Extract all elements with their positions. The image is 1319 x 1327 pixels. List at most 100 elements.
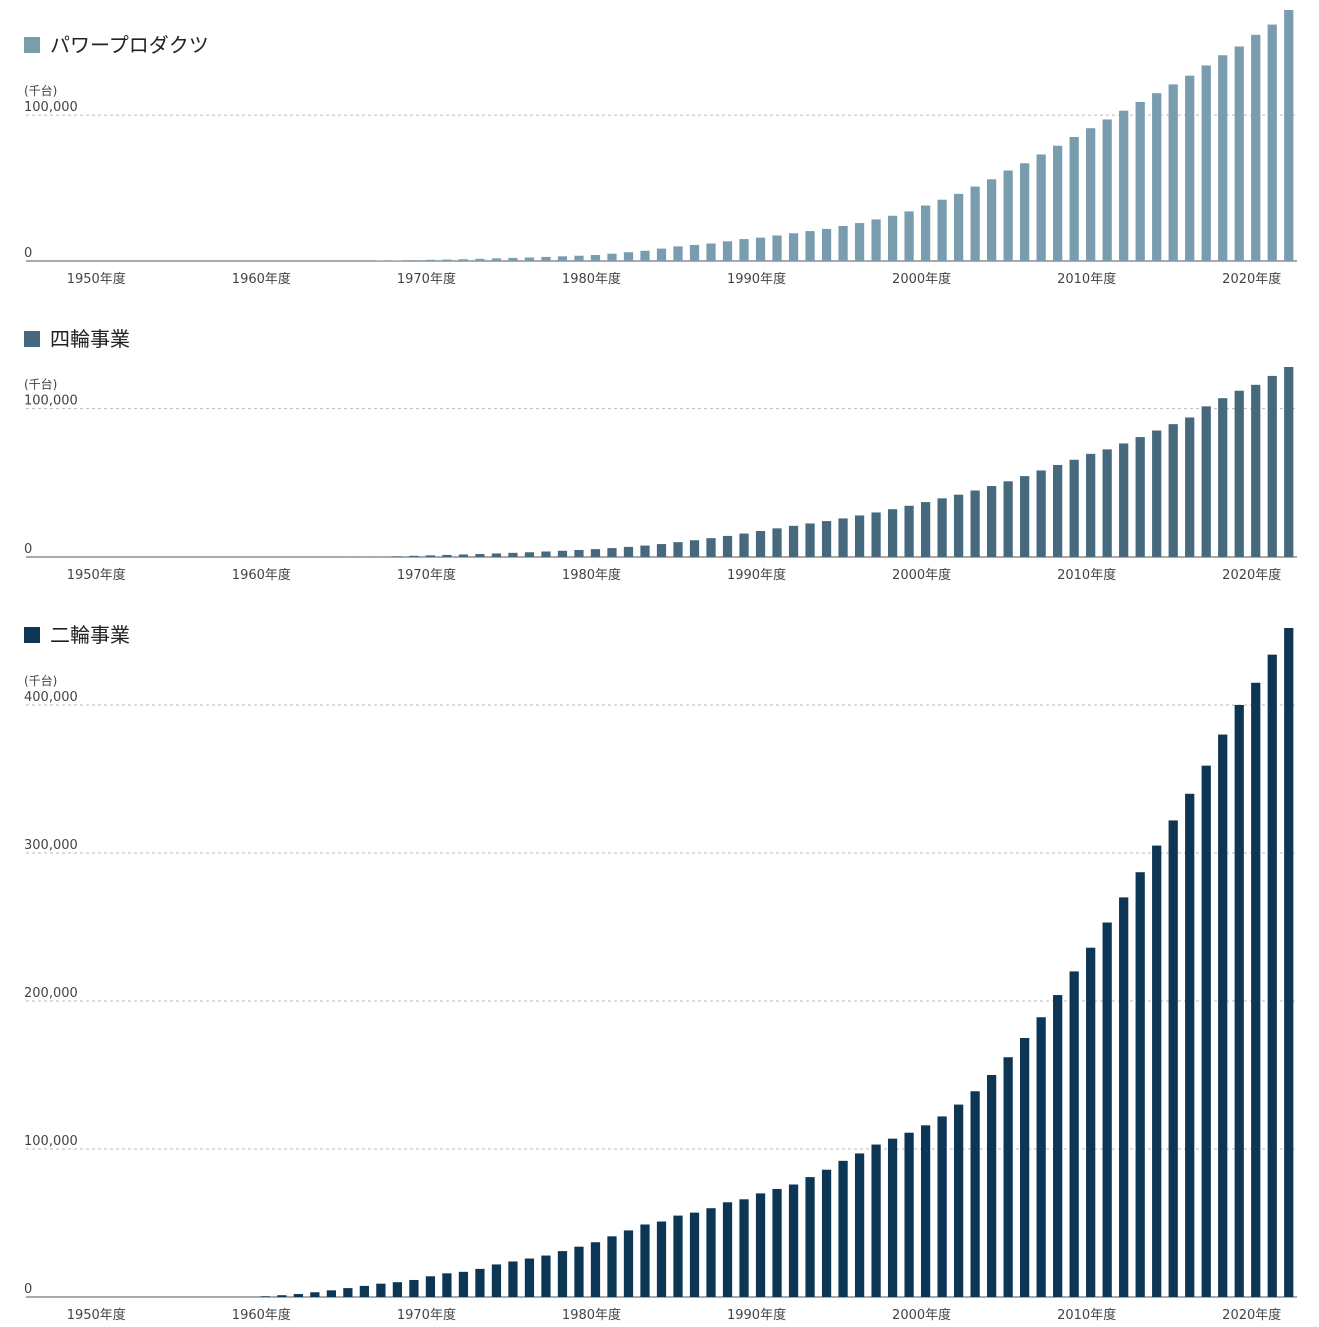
- bar: [491, 553, 502, 557]
- bar: [425, 259, 436, 261]
- bar: [1234, 704, 1244, 1297]
- bar: [1135, 101, 1145, 262]
- bar: [491, 1264, 502, 1297]
- bar: [937, 1116, 947, 1297]
- bar: [970, 1091, 980, 1297]
- bar: [656, 248, 667, 261]
- bar: [755, 1193, 766, 1297]
- bar: [1251, 34, 1261, 262]
- bar: [953, 193, 964, 261]
- bar: [904, 211, 914, 261]
- bar: [458, 554, 469, 557]
- bar: [1168, 424, 1178, 557]
- x-tick-label: 2020年度: [1222, 1307, 1281, 1323]
- x-tick-label: 2010年度: [1057, 1307, 1116, 1323]
- bar: [920, 1125, 931, 1297]
- bar: [1152, 93, 1162, 261]
- bar: [392, 1282, 403, 1297]
- bar: [508, 1261, 518, 1297]
- bar: [1086, 453, 1096, 557]
- bar: [970, 186, 980, 261]
- x-tick-label: 2000年度: [892, 1307, 951, 1323]
- x-tick-label: 1950年度: [67, 567, 126, 583]
- bar: [640, 1224, 650, 1297]
- bar: [574, 255, 584, 261]
- bar: [904, 1132, 914, 1297]
- bar: [442, 554, 452, 557]
- bar: [1036, 470, 1046, 557]
- bar: [1185, 417, 1195, 557]
- bar: [706, 538, 716, 557]
- bar: [1218, 398, 1228, 557]
- bar: [673, 246, 683, 261]
- bar: [409, 1279, 419, 1297]
- bar: [392, 556, 403, 557]
- bar: [788, 525, 799, 557]
- bar: [475, 258, 485, 261]
- bar: [838, 225, 848, 261]
- bar: [656, 544, 667, 557]
- bar: [937, 498, 947, 557]
- x-tick-label: 1960年度: [232, 1307, 291, 1323]
- legend-swatch: [24, 37, 40, 53]
- bar: [1284, 628, 1294, 1297]
- bar: [557, 1251, 568, 1297]
- bar: [590, 255, 601, 261]
- x-tick-label: 2010年度: [1057, 567, 1116, 583]
- bar: [1284, 367, 1294, 557]
- bar: [689, 540, 700, 557]
- x-tick-label: 1970年度: [397, 271, 456, 287]
- bar: [1201, 406, 1211, 557]
- bar: [871, 512, 881, 557]
- bar: [805, 231, 815, 261]
- bar: [805, 1177, 815, 1297]
- bar: [260, 1296, 270, 1297]
- bar: [491, 258, 502, 261]
- bar: [1135, 872, 1145, 1297]
- unit-label: (千台): [24, 83, 57, 98]
- bar: [1119, 110, 1129, 261]
- bar: [1053, 995, 1063, 1297]
- bar: [1185, 793, 1195, 1297]
- bar: [689, 1212, 700, 1297]
- bar: [1020, 1037, 1030, 1297]
- bar: [854, 1153, 865, 1297]
- bar: [854, 515, 865, 557]
- bar: [1003, 170, 1013, 261]
- bar: [1267, 654, 1277, 1297]
- bar: [838, 518, 848, 557]
- bar: [871, 219, 881, 261]
- y-tick-label: 0: [24, 1282, 32, 1297]
- bar: [1086, 128, 1096, 261]
- bar: [1135, 437, 1145, 557]
- legend-swatch: [24, 331, 40, 347]
- bar: [640, 545, 650, 557]
- bar: [706, 243, 716, 261]
- chart-title: パワープロダクツ: [50, 33, 209, 57]
- bar: [1086, 947, 1096, 1297]
- bar: [508, 552, 518, 557]
- x-tick-label: 2020年度: [1222, 271, 1281, 287]
- bar: [1036, 154, 1046, 261]
- bar: [1053, 464, 1063, 557]
- bar: [557, 256, 568, 261]
- bar: [937, 199, 947, 261]
- bar: [821, 1169, 832, 1297]
- x-tick-label: 1960年度: [232, 271, 291, 287]
- bar: [887, 1138, 898, 1297]
- bar: [1036, 1017, 1046, 1297]
- x-tick-label: 1950年度: [67, 271, 126, 287]
- bar: [953, 1104, 964, 1297]
- bar: [640, 250, 650, 261]
- bar: [524, 1258, 535, 1297]
- x-tick-label: 1970年度: [397, 567, 456, 583]
- x-tick-label: 1970年度: [397, 1307, 456, 1323]
- bar: [987, 179, 997, 261]
- bar: [1020, 163, 1030, 261]
- bar: [838, 1160, 848, 1297]
- bar: [788, 1184, 799, 1297]
- bar: [1201, 765, 1211, 1297]
- bar: [1020, 476, 1030, 557]
- bar: [1168, 820, 1178, 1297]
